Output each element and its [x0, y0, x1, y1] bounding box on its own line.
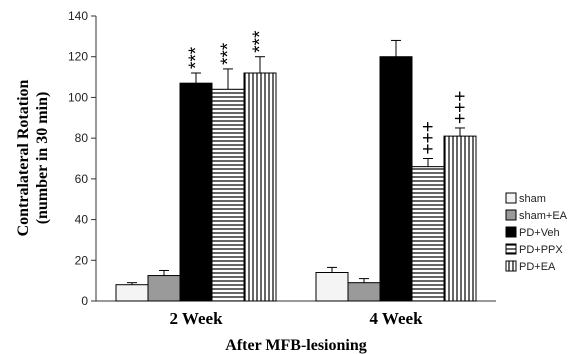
bar-pd-ppx	[411, 166, 445, 302]
bar-pd-ea	[443, 135, 477, 302]
legend-label: PD+Veh	[519, 227, 560, 239]
legend-label: sham	[519, 193, 546, 205]
y-tick-label: 80	[75, 131, 89, 145]
significance-marker: ***	[218, 42, 239, 65]
y-tick-label: 20	[75, 253, 89, 267]
bar-pd-ppx	[211, 88, 245, 302]
bar-pd-veh	[179, 82, 213, 302]
legend-swatch	[505, 209, 517, 221]
legend: sham sham+EA PD+Veh PD+PPX PD+EA	[505, 192, 568, 273]
significance-marker: ***	[186, 46, 207, 69]
significance-marker: ***	[250, 30, 271, 53]
y-axis-title-line2: (number in 30 min)	[34, 92, 51, 225]
legend-swatch	[505, 192, 517, 204]
significance-marker: +++	[418, 121, 439, 154]
x-category-label: 2 Week	[169, 309, 223, 328]
y-tick-label: 0	[81, 294, 88, 308]
y-axis-title-line1: Contralateral Rotation	[15, 79, 32, 236]
x-axis-title: After MFB-lesioning	[225, 337, 366, 354]
legend-label: sham+EA	[519, 210, 568, 222]
bar-pd-ea	[243, 72, 277, 302]
y-tick-label: 100	[68, 90, 88, 104]
legend-swatch	[505, 243, 517, 255]
y-tick-label: 60	[75, 172, 89, 186]
y-tick-label: 40	[75, 213, 89, 227]
plot-area: 0 20 40 60 80 100 120 140 2 Week 4 Week *** *** *** +…	[68, 9, 496, 328]
y-tick-label: 120	[68, 50, 88, 64]
bar-sham-ea	[147, 275, 181, 302]
legend-label: PD+PPX	[519, 244, 563, 256]
bar-pd-veh	[379, 56, 413, 302]
bar-sham-ea	[347, 282, 381, 302]
x-category-label: 4 Week	[369, 309, 423, 328]
legend-label: PD+EA	[519, 261, 556, 273]
bar-sham	[115, 284, 149, 302]
bar-sham	[315, 272, 349, 302]
legend-swatch	[505, 260, 517, 272]
significance-marker: +++	[450, 91, 471, 124]
y-tick-label: 140	[68, 9, 88, 23]
legend-swatch	[505, 226, 517, 238]
